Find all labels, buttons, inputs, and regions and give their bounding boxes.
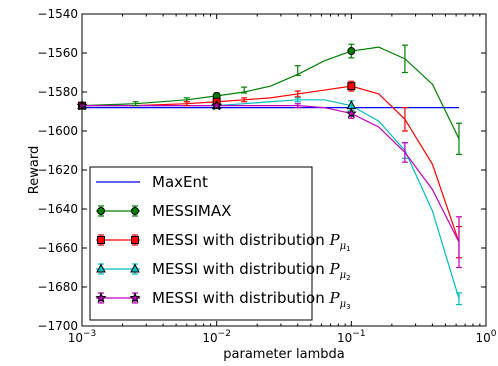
legend-math-p: P <box>329 231 341 249</box>
series-marker <box>97 207 105 215</box>
series-marker <box>131 207 139 215</box>
legend: MaxEnt MESSIMAX MESSI with distribution Pμ… <box>89 166 351 321</box>
legend-math-mu: μ <box>340 270 347 281</box>
x-tick-base: 10 <box>202 331 217 345</box>
y-tick-label: −1700 <box>37 319 78 333</box>
legend-math-mu: μ <box>340 241 347 252</box>
legend-math-p: P <box>329 260 341 278</box>
series-marker <box>97 236 105 244</box>
legend-label: MESSIMAX <box>152 202 231 220</box>
y-tick-label: −1560 <box>37 46 78 60</box>
x-tick-base: 10 <box>337 331 352 345</box>
x-tick-exponent: 0 <box>491 329 497 339</box>
y-tick-labels: −1540 −1560 −1580 −1600 −1620 −1640 −1660 −1680… <box>37 7 78 333</box>
y-tick-label: −1620 <box>37 163 78 177</box>
series-marker <box>345 107 357 119</box>
legend-label-text: MESSI with distribution <box>152 289 330 307</box>
legend-label: MESSI with distribution Pμ3 <box>152 289 351 311</box>
series-marker <box>130 263 140 273</box>
y-axis-title: Reward <box>27 146 42 194</box>
y-tick-label: −1660 <box>37 241 78 255</box>
series-marker <box>347 47 356 56</box>
series-marker <box>95 292 107 303</box>
y-tick-label: −1680 <box>37 280 78 294</box>
legend-math-mu: μ <box>340 299 347 310</box>
x-tick-labels: 10−3 10−2 10−1 100 <box>68 329 497 345</box>
legend-label-text: MESSI with distribution <box>152 231 330 249</box>
legend-label: MESSI with distribution Pμ2 <box>152 260 351 282</box>
x-tick-label: 100 <box>475 329 496 345</box>
legend-math-subscript: 2 <box>346 274 350 282</box>
legend-math-p: P <box>329 289 341 307</box>
x-tick-exponent: −1 <box>352 329 365 339</box>
x-tick-label: 10−2 <box>202 329 231 345</box>
y-tick-label: −1580 <box>37 85 78 99</box>
series-marker <box>347 82 356 91</box>
legend-label-text: MaxEnt <box>152 173 208 191</box>
series-marker <box>131 236 139 244</box>
x-tick-exponent: −3 <box>83 329 96 339</box>
legend-label-text: MESSI with distribution <box>152 260 330 278</box>
legend-math-subscript: 3 <box>346 303 350 311</box>
plot-frame <box>81 13 487 327</box>
legend-label-text: MESSIMAX <box>152 202 231 220</box>
x-tick-exponent: −2 <box>218 329 231 339</box>
x-tick-label: 10−3 <box>68 329 97 345</box>
series-marker <box>129 292 141 303</box>
series-marker <box>211 99 223 111</box>
x-tick-label: 10−1 <box>337 329 366 345</box>
x-tick-base: 10 <box>68 331 83 345</box>
series-marker <box>96 263 106 273</box>
x-axis-title: parameter lambda <box>223 347 344 362</box>
y-tick-label: −1640 <box>37 202 78 216</box>
legend-frame <box>89 166 313 321</box>
legend-label: MaxEnt <box>152 173 208 191</box>
legend-math-subscript: 1 <box>346 245 350 253</box>
y-tick-label: −1600 <box>37 124 78 138</box>
legend-label: MESSI with distribution Pμ1 <box>152 231 351 253</box>
y-tick-label: −1540 <box>37 7 78 21</box>
x-tick-base: 10 <box>475 331 490 345</box>
